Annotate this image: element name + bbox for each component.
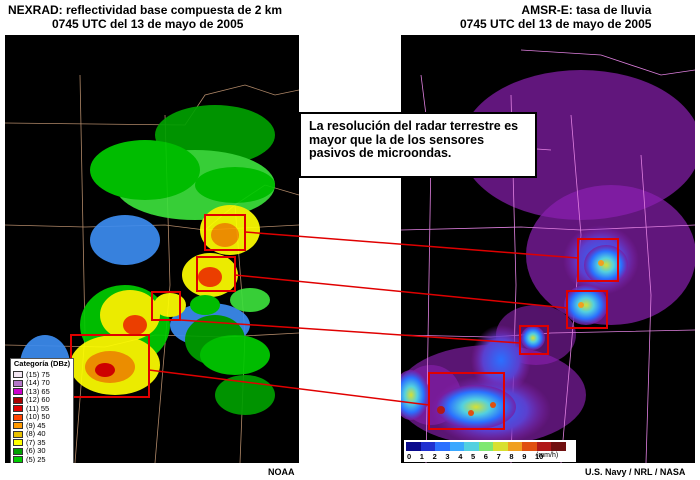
legend-label: (15) 75: [26, 369, 50, 379]
legend-item: (7) 35: [11, 437, 73, 448]
left-title: NEXRAD: reflectividad base compuesta de …: [8, 3, 282, 31]
colorbar-tick-label: 1: [419, 452, 424, 461]
legend-item: (13) 65: [11, 386, 73, 397]
colorbar-segment: [493, 442, 509, 451]
legend-swatch: [13, 388, 23, 396]
colorbar-tick-label: 0: [407, 452, 412, 461]
colorbar-tick-label: 8: [509, 452, 514, 461]
colorbar-segment: [435, 442, 451, 451]
legend-title: Categoría (DBz): [13, 359, 71, 368]
legend-swatch: [13, 447, 23, 455]
right-credit: U.S. Navy / NRL / NASA: [585, 467, 686, 477]
colorbar-tick-label: 5: [471, 452, 476, 461]
legend-item: (12) 60: [11, 395, 73, 405]
colorbar-tick-label: 7: [496, 452, 501, 461]
right-title-line2: 0745 UTC del 13 de mayo de 2005: [460, 17, 652, 31]
legend-label: (14) 70: [26, 378, 50, 387]
legend-label: (9) 45: [26, 420, 46, 430]
rain-rate-colorbar: 0 1 2 3 4 5 6 7 8 9 10 (mm/h): [404, 440, 576, 462]
legend-swatch: [13, 456, 23, 463]
colorbar-tick-label: 10: [535, 452, 544, 461]
legend-label: (13) 65: [26, 386, 50, 396]
colorbar-tick-label: 2: [432, 452, 437, 461]
colorbar-segment: [478, 442, 494, 451]
legend-swatch: [13, 371, 23, 379]
colorbar-tick-label: 9: [522, 452, 527, 461]
legend-item: (8) 40: [11, 429, 73, 439]
amsr-highlight-box-2: [566, 290, 608, 329]
legend-swatch: [13, 439, 23, 447]
legend-item: (5) 25: [11, 454, 73, 463]
legend-item: (14) 70: [11, 378, 73, 388]
right-title: AMSR-E: tasa de lluvia 0745 UTC del 13 d…: [460, 3, 651, 31]
colorbar-segment: [464, 442, 480, 451]
colorbar-segment: [522, 442, 538, 451]
colorbar-segment: [420, 442, 436, 451]
colorbar-segment: [551, 442, 567, 451]
colorbar-segment: [507, 442, 523, 451]
left-title-line1: NEXRAD: reflectividad base compuesta de …: [8, 3, 283, 17]
highlight-box-2: [196, 256, 236, 292]
resolution-callout: La resolución del radar terrestre es may…: [299, 112, 537, 178]
legend-swatch: [13, 422, 23, 430]
rain-cores: [401, 225, 639, 445]
legend-label: (11) 55: [26, 403, 50, 413]
legend-item: (15) 75: [11, 369, 73, 380]
colorbar-segment: [536, 442, 552, 451]
colorbar-segment: [449, 442, 465, 451]
legend-label: (10) 50: [26, 412, 50, 421]
legend-label: (6) 30: [26, 446, 46, 455]
legend-swatch: [13, 396, 23, 404]
amsr-highlight-box-1: [577, 238, 619, 282]
amsr-map-graphic: [401, 49, 695, 463]
left-title-line2: 0745 UTC del 13 de mayo de 2005: [52, 17, 244, 31]
left-credit: NOAA: [268, 467, 295, 477]
legend-swatch: [13, 405, 23, 413]
colorbar-segment: [406, 442, 422, 451]
legend-label: (12) 60: [26, 395, 50, 404]
nexrad-radar-map: Categoría (DBz) (15) 75 (14) 70 (13) 65 (12…: [5, 35, 299, 463]
highlight-box-3: [151, 291, 181, 321]
legend-swatch: [13, 413, 23, 421]
legend-swatch: [13, 430, 23, 438]
legend-label: (5) 25: [26, 454, 46, 463]
colorbar-tick-label: 3: [445, 452, 450, 461]
amsr-rain-rate-map: [401, 35, 695, 463]
colorbar-gradient: [406, 442, 567, 451]
legend-label: (7) 35: [26, 437, 46, 447]
legend-item: (6) 30: [11, 446, 73, 456]
colorbar-tick-label: 4: [458, 452, 463, 461]
legend-rows: (15) 75 (14) 70 (13) 65 (12) 60 (11) 55 (10) …: [11, 369, 73, 463]
dbz-legend: Categoría (DBz) (15) 75 (14) 70 (13) 65 (12…: [10, 358, 74, 463]
legend-swatch: [13, 379, 23, 387]
right-title-line1: AMSR-E: tasa de lluvia: [521, 3, 652, 17]
colorbar-unit: (mm/h): [536, 452, 559, 459]
legend-item: (10) 50: [11, 412, 73, 422]
legend-item: (9) 45: [11, 420, 73, 431]
legend-item: (11) 55: [11, 403, 73, 414]
colorbar-tick-label: 6: [483, 452, 488, 461]
legend-label: (8) 40: [26, 429, 46, 438]
